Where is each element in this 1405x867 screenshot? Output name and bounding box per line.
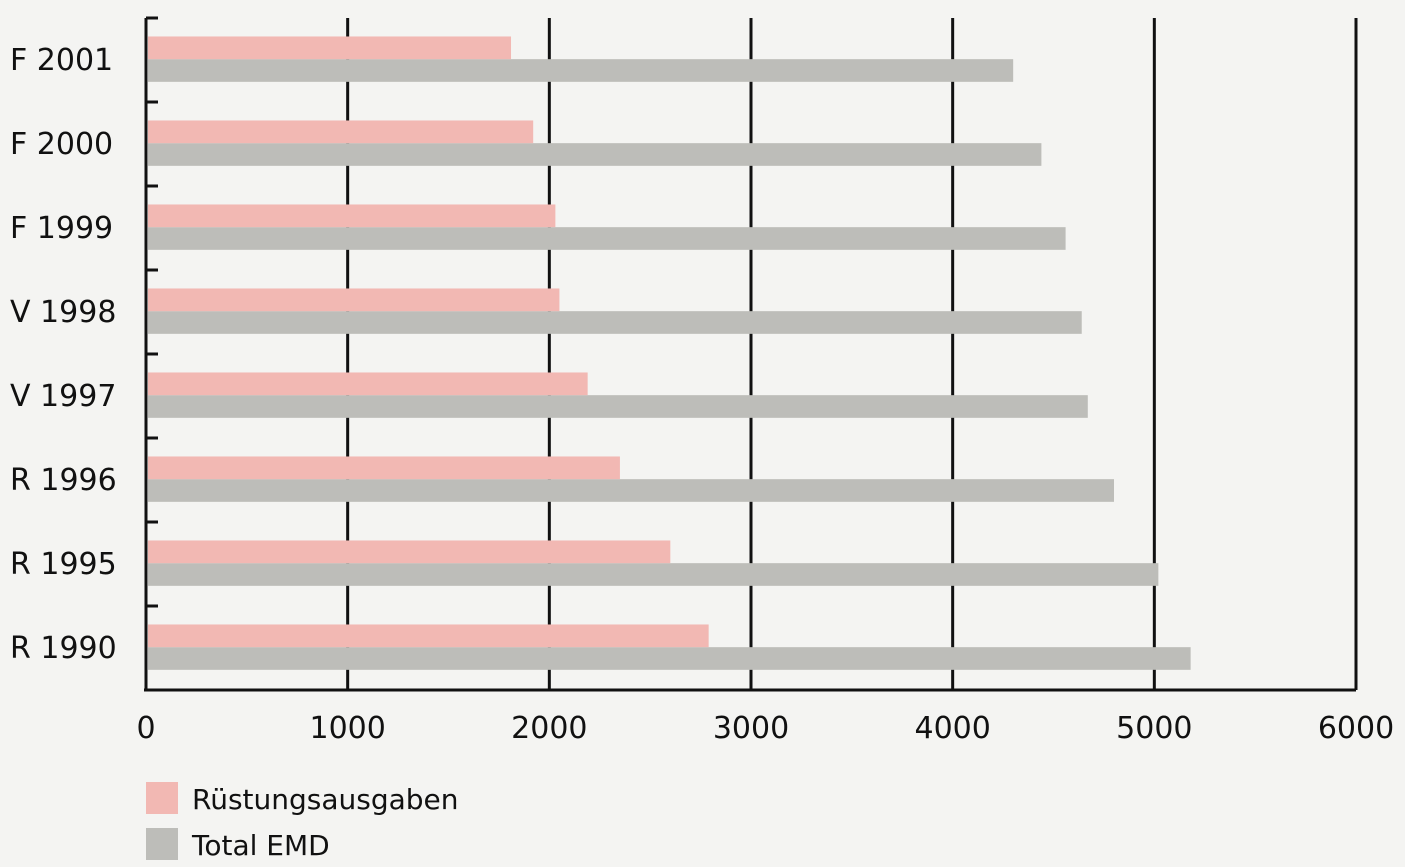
x-tick-label: 5000	[1116, 711, 1192, 746]
bar-ruestungsausgaben	[148, 288, 559, 311]
bar-ruestungsausgaben	[148, 204, 555, 227]
y-category-label: F 2000	[10, 127, 113, 162]
bar-total-emd	[148, 227, 1066, 250]
x-tick-label: 4000	[914, 711, 990, 746]
bar-ruestungsausgaben	[148, 372, 588, 395]
x-tick-label: 1000	[309, 711, 385, 746]
bar-total-emd	[148, 479, 1114, 502]
y-category-label: F 1999	[10, 211, 113, 246]
bar-ruestungsausgaben	[148, 120, 533, 143]
bar-total-emd	[148, 59, 1013, 82]
legend-label: Total EMD	[191, 829, 330, 862]
bar-total-emd	[148, 647, 1191, 670]
y-category-label: R 1990	[10, 631, 117, 666]
y-category-label: R 1995	[10, 547, 117, 582]
x-tick-label: 2000	[511, 711, 587, 746]
gridlines	[348, 18, 1356, 690]
y-category-label: V 1998	[10, 295, 116, 330]
bar-total-emd	[148, 143, 1041, 166]
x-tick-label: 3000	[713, 711, 789, 746]
legend-swatch	[146, 828, 178, 860]
y-category-label: V 1997	[10, 379, 116, 414]
bars	[148, 36, 1191, 669]
legend: Rüstungsausgaben Total EMD	[146, 782, 459, 862]
bar-ruestungsausgaben	[148, 540, 670, 563]
y-category-label: F 2001	[10, 43, 113, 78]
y-category-label: R 1996	[10, 463, 117, 498]
x-tick-label: 6000	[1318, 711, 1394, 746]
bar-total-emd	[148, 311, 1082, 334]
legend-swatch	[146, 782, 178, 814]
legend-label: Rüstungsausgaben	[192, 783, 459, 816]
bar-ruestungsausgaben	[148, 624, 709, 647]
bar-total-emd	[148, 563, 1158, 586]
x-tick-label: 0	[136, 711, 155, 746]
bar-total-emd	[148, 395, 1088, 418]
bar-ruestungsausgaben	[148, 36, 511, 59]
bar-ruestungsausgaben	[148, 456, 620, 479]
